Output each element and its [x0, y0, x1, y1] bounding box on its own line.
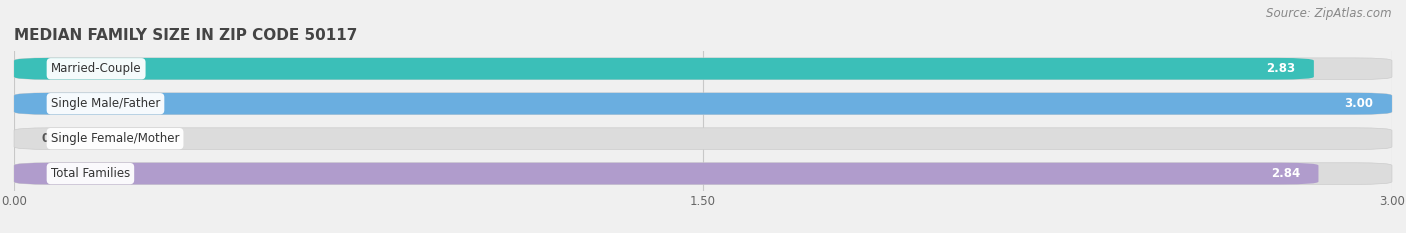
FancyBboxPatch shape: [14, 58, 1313, 80]
Text: MEDIAN FAMILY SIZE IN ZIP CODE 50117: MEDIAN FAMILY SIZE IN ZIP CODE 50117: [14, 28, 357, 43]
Text: 0.00: 0.00: [42, 132, 70, 145]
Text: 2.84: 2.84: [1271, 167, 1301, 180]
Text: 3.00: 3.00: [1344, 97, 1374, 110]
FancyBboxPatch shape: [14, 58, 1392, 80]
Text: Single Male/Father: Single Male/Father: [51, 97, 160, 110]
FancyBboxPatch shape: [14, 128, 1392, 150]
FancyBboxPatch shape: [14, 163, 1319, 185]
Text: Source: ZipAtlas.com: Source: ZipAtlas.com: [1267, 7, 1392, 20]
FancyBboxPatch shape: [14, 93, 1392, 115]
Text: Total Families: Total Families: [51, 167, 129, 180]
Text: Married-Couple: Married-Couple: [51, 62, 142, 75]
Text: Single Female/Mother: Single Female/Mother: [51, 132, 180, 145]
Text: 2.83: 2.83: [1267, 62, 1295, 75]
FancyBboxPatch shape: [14, 163, 1392, 185]
FancyBboxPatch shape: [14, 93, 1392, 115]
